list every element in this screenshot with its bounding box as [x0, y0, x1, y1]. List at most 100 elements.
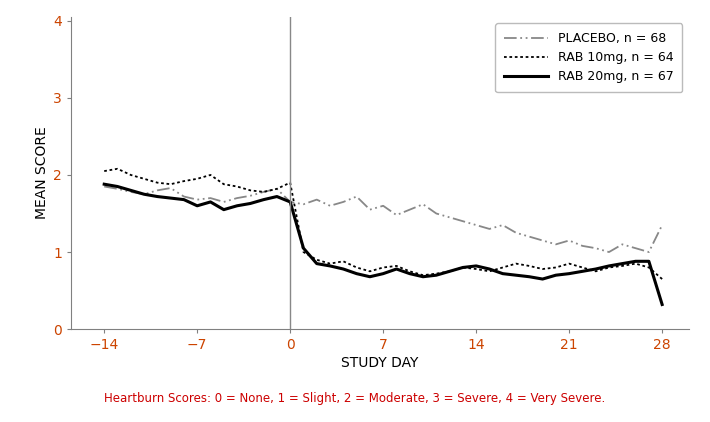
RAB 10mg, n = 64 — [485, 269, 493, 274]
PLACEBO, n = 68 — [485, 226, 493, 231]
RAB 20mg, n = 67 — [538, 276, 547, 281]
RAB 20mg, n = 67 — [326, 263, 334, 268]
RAB 10mg, n = 64 — [392, 263, 400, 268]
PLACEBO, n = 68 — [631, 246, 640, 251]
RAB 10mg, n = 64 — [259, 189, 268, 195]
RAB 10mg, n = 64 — [206, 173, 214, 178]
PLACEBO, n = 68 — [180, 194, 188, 199]
RAB 20mg, n = 67 — [246, 201, 255, 206]
PLACEBO, n = 68 — [578, 243, 586, 249]
RAB 20mg, n = 67 — [658, 302, 667, 307]
RAB 20mg, n = 67 — [552, 273, 560, 278]
RAB 10mg, n = 64 — [405, 269, 414, 274]
RAB 10mg, n = 64 — [498, 265, 507, 270]
RAB 10mg, n = 64 — [326, 261, 334, 266]
PLACEBO, n = 68 — [113, 186, 121, 191]
RAB 10mg, n = 64 — [246, 188, 255, 193]
RAB 10mg, n = 64 — [538, 266, 547, 271]
PLACEBO, n = 68 — [140, 192, 148, 197]
RAB 20mg, n = 67 — [605, 263, 613, 268]
PLACEBO, n = 68 — [153, 188, 162, 193]
RAB 20mg, n = 67 — [405, 271, 414, 276]
PLACEBO, n = 68 — [538, 238, 547, 243]
PLACEBO, n = 68 — [339, 200, 348, 205]
RAB 20mg, n = 67 — [645, 259, 653, 264]
PLACEBO, n = 68 — [273, 186, 281, 191]
RAB 10mg, n = 64 — [126, 173, 135, 178]
RAB 20mg, n = 67 — [113, 184, 121, 189]
RAB 20mg, n = 67 — [432, 273, 441, 278]
PLACEBO, n = 68 — [126, 189, 135, 195]
PLACEBO, n = 68 — [219, 200, 228, 205]
RAB 20mg, n = 67 — [578, 269, 586, 274]
PLACEBO, n = 68 — [432, 211, 441, 216]
PLACEBO, n = 68 — [658, 222, 667, 227]
PLACEBO, n = 68 — [312, 197, 321, 202]
PLACEBO, n = 68 — [645, 249, 653, 254]
RAB 20mg, n = 67 — [618, 261, 626, 266]
RAB 10mg, n = 64 — [233, 184, 241, 189]
RAB 20mg, n = 67 — [259, 197, 268, 202]
PLACEBO, n = 68 — [472, 222, 481, 227]
PLACEBO, n = 68 — [233, 195, 241, 200]
RAB 10mg, n = 64 — [631, 261, 640, 266]
PLACEBO, n = 68 — [392, 213, 400, 218]
Y-axis label: MEAN SCORE: MEAN SCORE — [35, 127, 49, 219]
Line: RAB 20mg, n = 67: RAB 20mg, n = 67 — [104, 184, 662, 305]
RAB 20mg, n = 67 — [299, 246, 307, 251]
RAB 20mg, n = 67 — [352, 271, 361, 276]
RAB 20mg, n = 67 — [140, 192, 148, 197]
PLACEBO, n = 68 — [565, 238, 574, 243]
RAB 10mg, n = 64 — [180, 179, 188, 184]
PLACEBO, n = 68 — [419, 202, 427, 207]
PLACEBO, n = 68 — [206, 195, 214, 200]
RAB 10mg, n = 64 — [658, 276, 667, 281]
Text: Heartburn Scores: 0 = None, 1 = Slight, 2 = Moderate, 3 = Severe, 4 = Very Sever: Heartburn Scores: 0 = None, 1 = Slight, … — [104, 392, 606, 405]
RAB 20mg, n = 67 — [339, 266, 348, 271]
PLACEBO, n = 68 — [459, 219, 467, 224]
RAB 20mg, n = 67 — [180, 197, 188, 202]
RAB 10mg, n = 64 — [312, 257, 321, 262]
PLACEBO, n = 68 — [259, 189, 268, 195]
RAB 10mg, n = 64 — [339, 259, 348, 264]
RAB 10mg, n = 64 — [219, 181, 228, 187]
RAB 20mg, n = 67 — [286, 200, 295, 205]
RAB 20mg, n = 67 — [498, 271, 507, 276]
RAB 20mg, n = 67 — [166, 195, 175, 200]
PLACEBO, n = 68 — [326, 203, 334, 208]
PLACEBO, n = 68 — [193, 197, 202, 202]
RAB 10mg, n = 64 — [140, 176, 148, 181]
PLACEBO, n = 68 — [512, 230, 520, 235]
RAB 10mg, n = 64 — [618, 263, 626, 268]
PLACEBO, n = 68 — [166, 186, 175, 191]
RAB 20mg, n = 67 — [631, 259, 640, 264]
PLACEBO, n = 68 — [299, 202, 307, 207]
RAB 10mg, n = 64 — [419, 273, 427, 278]
RAB 20mg, n = 67 — [126, 188, 135, 193]
PLACEBO, n = 68 — [525, 234, 533, 239]
Legend: PLACEBO, n = 68, RAB 10mg, n = 64, RAB 20mg, n = 67: PLACEBO, n = 68, RAB 10mg, n = 64, RAB 2… — [496, 23, 682, 92]
RAB 20mg, n = 67 — [419, 274, 427, 279]
RAB 10mg, n = 64 — [512, 261, 520, 266]
PLACEBO, n = 68 — [498, 222, 507, 227]
RAB 10mg, n = 64 — [299, 249, 307, 254]
RAB 10mg, n = 64 — [273, 186, 281, 191]
PLACEBO, n = 68 — [379, 203, 388, 208]
RAB 10mg, n = 64 — [113, 166, 121, 171]
X-axis label: STUDY DAY: STUDY DAY — [342, 356, 418, 371]
PLACEBO, n = 68 — [552, 242, 560, 247]
RAB 10mg, n = 64 — [605, 265, 613, 270]
PLACEBO, n = 68 — [352, 194, 361, 199]
RAB 20mg, n = 67 — [565, 271, 574, 276]
RAB 20mg, n = 67 — [153, 194, 162, 199]
RAB 10mg, n = 64 — [459, 265, 467, 270]
RAB 10mg, n = 64 — [472, 266, 481, 271]
Line: PLACEBO, n = 68: PLACEBO, n = 68 — [104, 187, 662, 252]
RAB 10mg, n = 64 — [193, 176, 202, 181]
Line: RAB 10mg, n = 64: RAB 10mg, n = 64 — [104, 169, 662, 279]
RAB 10mg, n = 64 — [366, 269, 374, 274]
RAB 20mg, n = 67 — [485, 266, 493, 271]
RAB 10mg, n = 64 — [379, 265, 388, 270]
RAB 20mg, n = 67 — [512, 273, 520, 278]
RAB 10mg, n = 64 — [432, 271, 441, 276]
